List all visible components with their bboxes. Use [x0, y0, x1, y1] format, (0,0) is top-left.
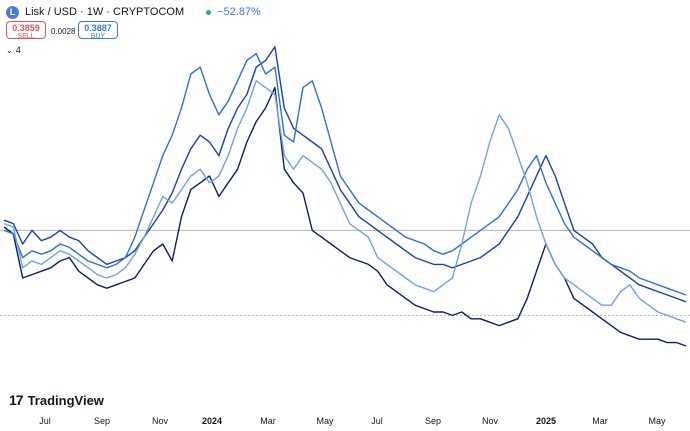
lisk-logo-icon: L — [6, 5, 19, 19]
series3-line — [3, 52, 687, 296]
tradingview-logo[interactable]: 17 TradingView — [9, 392, 104, 408]
buy-button[interactable]: 0.3887 BUY — [78, 21, 118, 40]
series2-line — [3, 46, 687, 303]
series-lines — [3, 46, 687, 347]
sell-price: 0.3859 — [12, 23, 40, 33]
tradingview-mark-icon: 17 — [9, 392, 24, 408]
symbol-title[interactable]: Lisk / USD · 1W · CRYPTOCOM — [25, 6, 185, 18]
x-tick-label: May — [316, 416, 334, 426]
tradingview-wordmark: TradingView — [27, 392, 104, 408]
x-tick-label: Nov — [151, 416, 169, 426]
x-tick-label: Sep — [424, 416, 442, 426]
spread-value: 0.0028 — [51, 27, 76, 36]
price-change: −52.87% — [217, 6, 261, 18]
series1-line — [3, 86, 687, 347]
x-tick-label: Mar — [592, 416, 608, 426]
buy-price: 0.3887 — [84, 23, 112, 33]
x-tick-label: 2025 — [535, 416, 557, 426]
market-status-dot-icon — [206, 9, 212, 15]
buy-label: BUY — [90, 33, 106, 40]
indicators-count: 4 — [15, 45, 21, 55]
reference-lines — [0, 229, 690, 316]
x-tick-label: Mar — [260, 416, 276, 426]
sell-label: SELL — [17, 33, 35, 40]
x-tick-label: Jul — [39, 416, 51, 426]
series4-line — [3, 80, 687, 323]
x-tick-label: Jul — [371, 416, 383, 426]
x-tick-label: May — [648, 416, 666, 426]
sell-button[interactable]: 0.3859 SELL — [6, 21, 46, 40]
symbol-header: L Lisk / USD · 1W · CRYPTOCOM −52.87% — [6, 4, 261, 20]
x-tick-label: Sep — [93, 416, 111, 426]
indicators-toggle[interactable]: ⌄ 4 — [6, 45, 21, 55]
x-tick-label: 2024 — [201, 416, 223, 426]
chevron-down-icon: ⌄ — [6, 45, 13, 55]
x-tick-label: Nov — [481, 416, 499, 426]
